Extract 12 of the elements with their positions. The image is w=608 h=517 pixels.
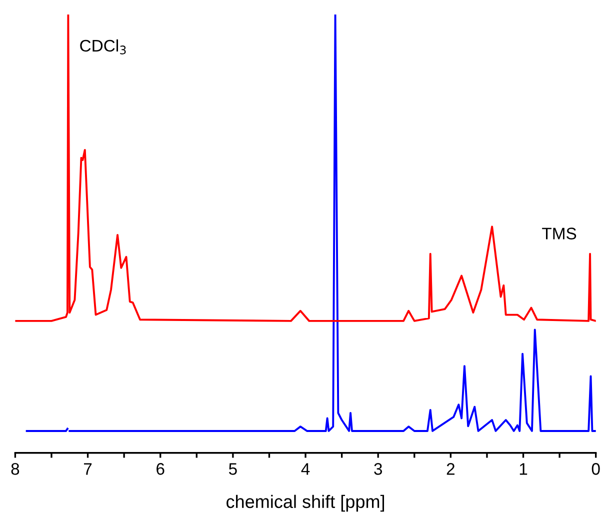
x-tick-label: 1 (520, 463, 528, 475)
x-tick-label: 5 (228, 463, 237, 475)
x-tick-label: 6 (156, 463, 164, 475)
annotation: TMS (542, 228, 576, 240)
x-axis-title: chemical shift [ppm] (226, 494, 384, 512)
x-tick-label: 0 (592, 463, 600, 475)
annotation: CDCl$_{3}$ (80, 39, 126, 54)
x-tick-label: 8 (11, 463, 20, 475)
x-tick-label: 3 (374, 463, 382, 475)
x-tick-label: 2 (446, 463, 454, 475)
x-tick-label: 4 (301, 463, 310, 475)
x-tick-label: 7 (84, 463, 92, 475)
